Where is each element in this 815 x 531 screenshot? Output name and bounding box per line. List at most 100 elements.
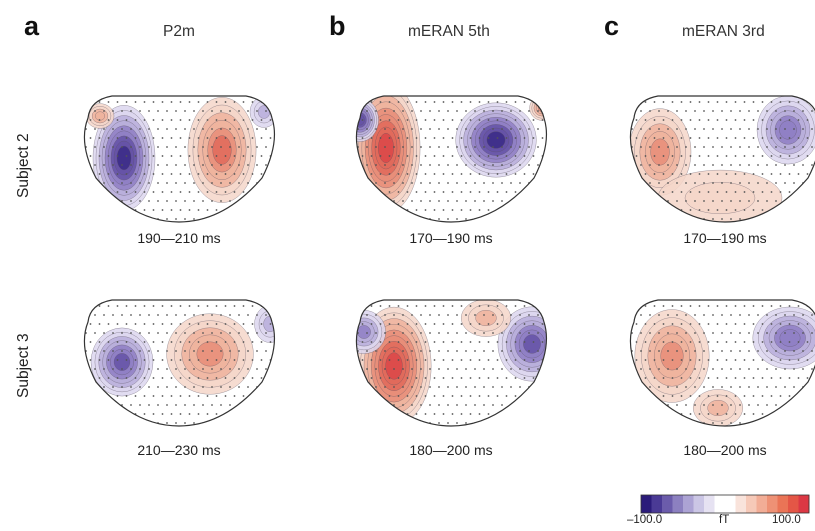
sensor-dot	[406, 323, 409, 325]
sensor-dot	[134, 377, 137, 379]
sensor-dot	[501, 386, 503, 388]
sensor-dot	[220, 164, 222, 166]
sensor-dot	[707, 101, 710, 103]
sensor-dot	[487, 377, 490, 379]
sensor-dot	[157, 314, 159, 316]
sensor-dot	[215, 155, 218, 157]
sensor-dot	[256, 422, 258, 424]
sensor-dot	[487, 101, 490, 103]
sensor-dot	[94, 110, 96, 112]
sensor-dot	[384, 386, 386, 388]
sensor-dot	[175, 314, 177, 316]
sensor-dot	[424, 137, 427, 139]
sensor-dot	[143, 341, 146, 343]
sensor-dot	[478, 119, 481, 121]
sensor-dot	[748, 146, 750, 148]
sensor-dot	[811, 404, 813, 406]
sensor-dot	[424, 413, 427, 415]
sensor-dot	[734, 359, 737, 361]
sensor-dot	[716, 137, 719, 139]
sensor-dot	[770, 395, 773, 397]
sensor-dot	[802, 314, 804, 316]
sensor-dot	[501, 110, 503, 112]
sensor-dot	[134, 191, 137, 193]
sensor-dot	[103, 164, 105, 166]
sensor-dot	[157, 164, 159, 166]
sensor-dot	[157, 128, 159, 130]
sensor-dot	[179, 209, 182, 211]
sensor-dot	[366, 332, 368, 334]
sensor-dot	[667, 368, 669, 370]
sensor-dot	[361, 209, 364, 211]
sensor-dot	[770, 341, 773, 343]
sensor-dot	[103, 110, 105, 112]
sensor-dot	[761, 359, 764, 361]
sensor-dot	[116, 305, 119, 307]
sensor-dot	[438, 422, 440, 424]
sensor-dot	[233, 137, 236, 139]
sensor-dot	[121, 314, 123, 316]
sensor-dot	[224, 323, 227, 325]
sensor-dot	[694, 200, 696, 202]
sensor-dot	[85, 422, 87, 424]
sensor-dot	[631, 200, 633, 202]
sensor-dot	[98, 323, 101, 325]
row-label-subject-3: Subject 3	[15, 333, 32, 398]
sensor-dot	[121, 164, 123, 166]
sensor-dot	[698, 173, 701, 175]
sensor-dot	[784, 218, 786, 220]
sensor-dot	[370, 209, 373, 211]
sensor-dot	[175, 422, 177, 424]
sensor-dot	[671, 359, 674, 361]
sensor-dot	[260, 191, 263, 193]
sensor-dot	[121, 218, 123, 220]
sensor-dot	[635, 191, 638, 193]
sensor-dot	[375, 386, 377, 388]
sensor-dot	[242, 323, 245, 325]
sensor-dot	[103, 314, 105, 316]
sensor-dot	[505, 137, 508, 139]
sensor-dot	[797, 155, 800, 157]
sensor-dot	[501, 422, 503, 424]
sensor-dot	[734, 101, 737, 103]
sensor-dot	[370, 359, 373, 361]
sensor-dot	[143, 323, 146, 325]
sensor-dot	[635, 377, 638, 379]
sensor-dot	[197, 209, 200, 211]
sensor-dot	[357, 314, 359, 316]
sensor-dot	[130, 218, 132, 220]
sensor-dot	[134, 395, 137, 397]
sensor-dot	[229, 368, 231, 370]
sensor-dot	[788, 395, 791, 397]
sensor-dot	[366, 422, 368, 424]
sensor-dot	[788, 413, 791, 415]
sensor-dot	[483, 110, 485, 112]
sensor-dot	[811, 128, 813, 130]
sensor-dot	[510, 128, 512, 130]
sensor-dot	[519, 386, 521, 388]
sensor-dot	[635, 395, 638, 397]
sensor-dot	[220, 110, 222, 112]
sensor-dot	[788, 341, 791, 343]
sensor-dot	[402, 200, 404, 202]
sensor-dot	[370, 191, 373, 193]
sensor-dot	[811, 350, 813, 352]
sensor-dot	[712, 332, 714, 334]
sensor-dot	[496, 341, 499, 343]
sensor-dot	[388, 305, 391, 307]
sensor-dot	[492, 332, 494, 334]
sensor-dot	[685, 404, 687, 406]
sensor-dot	[370, 305, 373, 307]
sensor-dot	[752, 137, 755, 139]
sensor-dot	[698, 101, 701, 103]
sensor-dot	[103, 146, 105, 148]
sensor-dot	[197, 173, 200, 175]
sensor-dot	[689, 377, 692, 379]
sensor-dot	[238, 350, 240, 352]
sensor-dot	[541, 413, 544, 415]
sensor-dot	[215, 359, 218, 361]
sensor-dot	[229, 422, 231, 424]
sensor-dot	[802, 350, 804, 352]
sensor-dot	[743, 155, 746, 157]
sensor-dot	[748, 200, 750, 202]
